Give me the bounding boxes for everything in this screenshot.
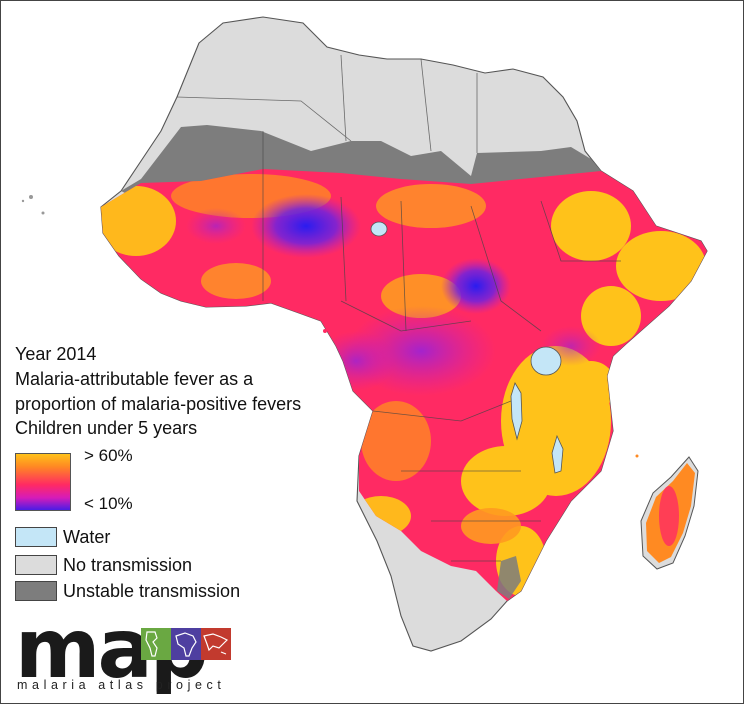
- legend-year: Year 2014: [15, 344, 97, 364]
- ramp-high-label: > 60%: [84, 446, 133, 465]
- unstable-transmission-swatch: [15, 581, 57, 601]
- lake-chad: [370, 221, 388, 237]
- asia-logo-icon: [201, 628, 231, 660]
- country-borders: [176, 54, 621, 562]
- legend-title-line2: proportion of malaria-positive fevers: [15, 394, 302, 414]
- map-logo-subtitle: malaria atlas project: [17, 678, 226, 692]
- legend-title-line1: Malaria-attributable fever as a: [15, 369, 254, 389]
- americas-logo-icon: [141, 628, 171, 660]
- unstable-south: [497, 556, 521, 599]
- no-transmission-label: No transmission: [63, 555, 193, 575]
- island: [29, 195, 33, 199]
- island: [41, 211, 45, 215]
- ramp-low-label: < 10%: [84, 494, 133, 513]
- water-label: Water: [63, 527, 111, 547]
- water-swatch: [15, 527, 57, 547]
- lake-malawi: [551, 434, 564, 474]
- island: [635, 454, 639, 458]
- madagascar-highlands: [659, 486, 679, 546]
- lake-victoria: [530, 346, 562, 376]
- legend-title-line3: Children under 5 years: [15, 418, 198, 438]
- unstable-transmission-label: Unstable transmission: [63, 581, 241, 601]
- lake-tanganyika: [510, 382, 523, 441]
- island: [323, 329, 327, 333]
- no-transmission-swatch: [15, 555, 57, 575]
- africa-logo-icon: [171, 628, 201, 660]
- island: [21, 199, 25, 203]
- color-ramp: [15, 453, 71, 511]
